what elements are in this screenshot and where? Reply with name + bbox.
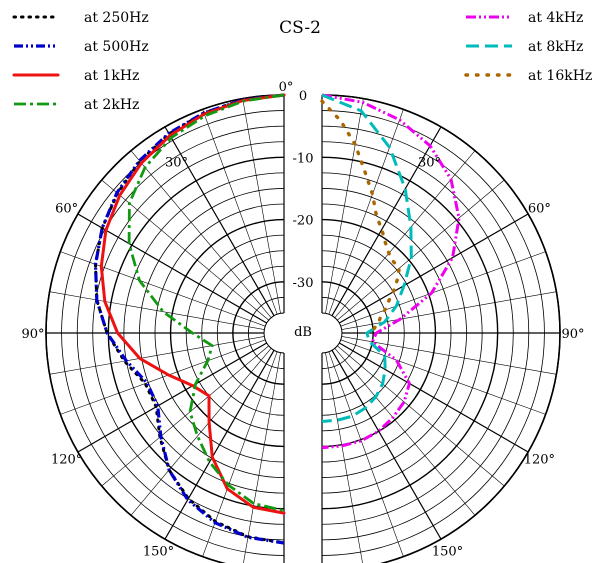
grid-spoke xyxy=(202,109,278,315)
legend-label: at 1kHz xyxy=(84,68,139,84)
grid-spoke xyxy=(101,345,269,487)
grid-spoke xyxy=(339,342,529,453)
grid-spoke xyxy=(340,251,546,327)
outer-ring xyxy=(45,94,285,563)
angle-tick-label-right: 30° xyxy=(418,156,441,171)
grid-spoke xyxy=(337,179,505,321)
radial-tick-label: -30 xyxy=(293,276,314,291)
legend-label: at 500Hz xyxy=(84,39,149,55)
grid-spoke xyxy=(337,345,505,487)
grid-ring xyxy=(321,312,343,354)
angle-tick-label-left: 60° xyxy=(55,202,78,217)
legend-label: at 250Hz xyxy=(84,10,149,26)
series-line-at-4khz xyxy=(321,93,461,450)
grid-spoke xyxy=(242,98,281,314)
grid-spoke xyxy=(334,150,476,318)
grid-spoke xyxy=(130,150,272,318)
tick-labels: CS-2 dB 0° 30° 30° 60° 60° 90° 90° 120° 120° 150°… xyxy=(21,18,584,559)
legend-label: at 4kHz xyxy=(528,10,583,26)
grid-spoke xyxy=(325,98,364,314)
series-line-at-250hz xyxy=(94,93,286,545)
series-layer xyxy=(93,93,461,545)
angle-tick-label-left: 90° xyxy=(21,327,44,342)
outer-ring xyxy=(321,94,561,563)
grid-spoke xyxy=(164,126,275,316)
series-line-at-500hz xyxy=(93,93,285,545)
angle-tick-label-right: 90° xyxy=(561,327,584,342)
grid-spoke xyxy=(130,348,272,516)
grid-spoke xyxy=(334,348,476,516)
legend-label: at 16kHz xyxy=(528,68,592,84)
grid-spoke xyxy=(164,350,275,540)
legend-label: at 8kHz xyxy=(528,39,583,55)
grid-spoke xyxy=(101,179,269,321)
grid-spoke xyxy=(243,352,281,563)
grid-spoke xyxy=(328,351,404,557)
grid-spoke xyxy=(60,339,266,415)
angle-tick-label-left: 150° xyxy=(143,544,174,559)
legend-left: at 250Hz at 500Hz at 1kHz at 2kHz xyxy=(12,10,149,113)
polar-grid xyxy=(45,94,561,563)
series-line-at-1khz xyxy=(99,93,286,515)
series-line-at-2khz xyxy=(127,93,285,512)
legend-label: at 2kHz xyxy=(84,97,139,113)
angle-tick-label-left: 120° xyxy=(51,453,82,468)
grid-spoke xyxy=(328,109,404,315)
legend-right: at 4kHz at 8kHz at 16kHz xyxy=(464,10,592,84)
grid-spoke xyxy=(77,213,267,324)
radial-tick-label: -20 xyxy=(293,214,314,229)
radial-tick-label: -10 xyxy=(293,151,314,166)
radial-tick-label: 0 xyxy=(299,89,307,104)
grid-spoke xyxy=(331,126,442,316)
grid-spoke xyxy=(77,342,267,453)
grid-spoke xyxy=(341,291,557,330)
series-line-at-8khz xyxy=(321,93,413,423)
angle-tick-label-left: 30° xyxy=(165,156,188,171)
grid-spoke xyxy=(341,336,557,375)
grid-spoke xyxy=(340,339,546,415)
grid-ring xyxy=(263,312,285,354)
angle-tick-label-right: 150° xyxy=(432,544,463,559)
series-line-at-16khz xyxy=(320,99,401,335)
grid-spoke xyxy=(49,291,265,330)
angle-tick-label-right: 120° xyxy=(524,453,555,468)
radial-unit-label: dB xyxy=(294,325,312,340)
grid-spoke xyxy=(339,213,529,324)
grid-spoke xyxy=(325,352,363,563)
grid-spoke xyxy=(49,336,265,375)
grid-spoke xyxy=(331,350,442,540)
chart-title: CS-2 xyxy=(279,18,321,38)
angle-tick-label-left: 0° xyxy=(279,80,294,95)
angle-tick-label-right: 60° xyxy=(528,202,551,217)
